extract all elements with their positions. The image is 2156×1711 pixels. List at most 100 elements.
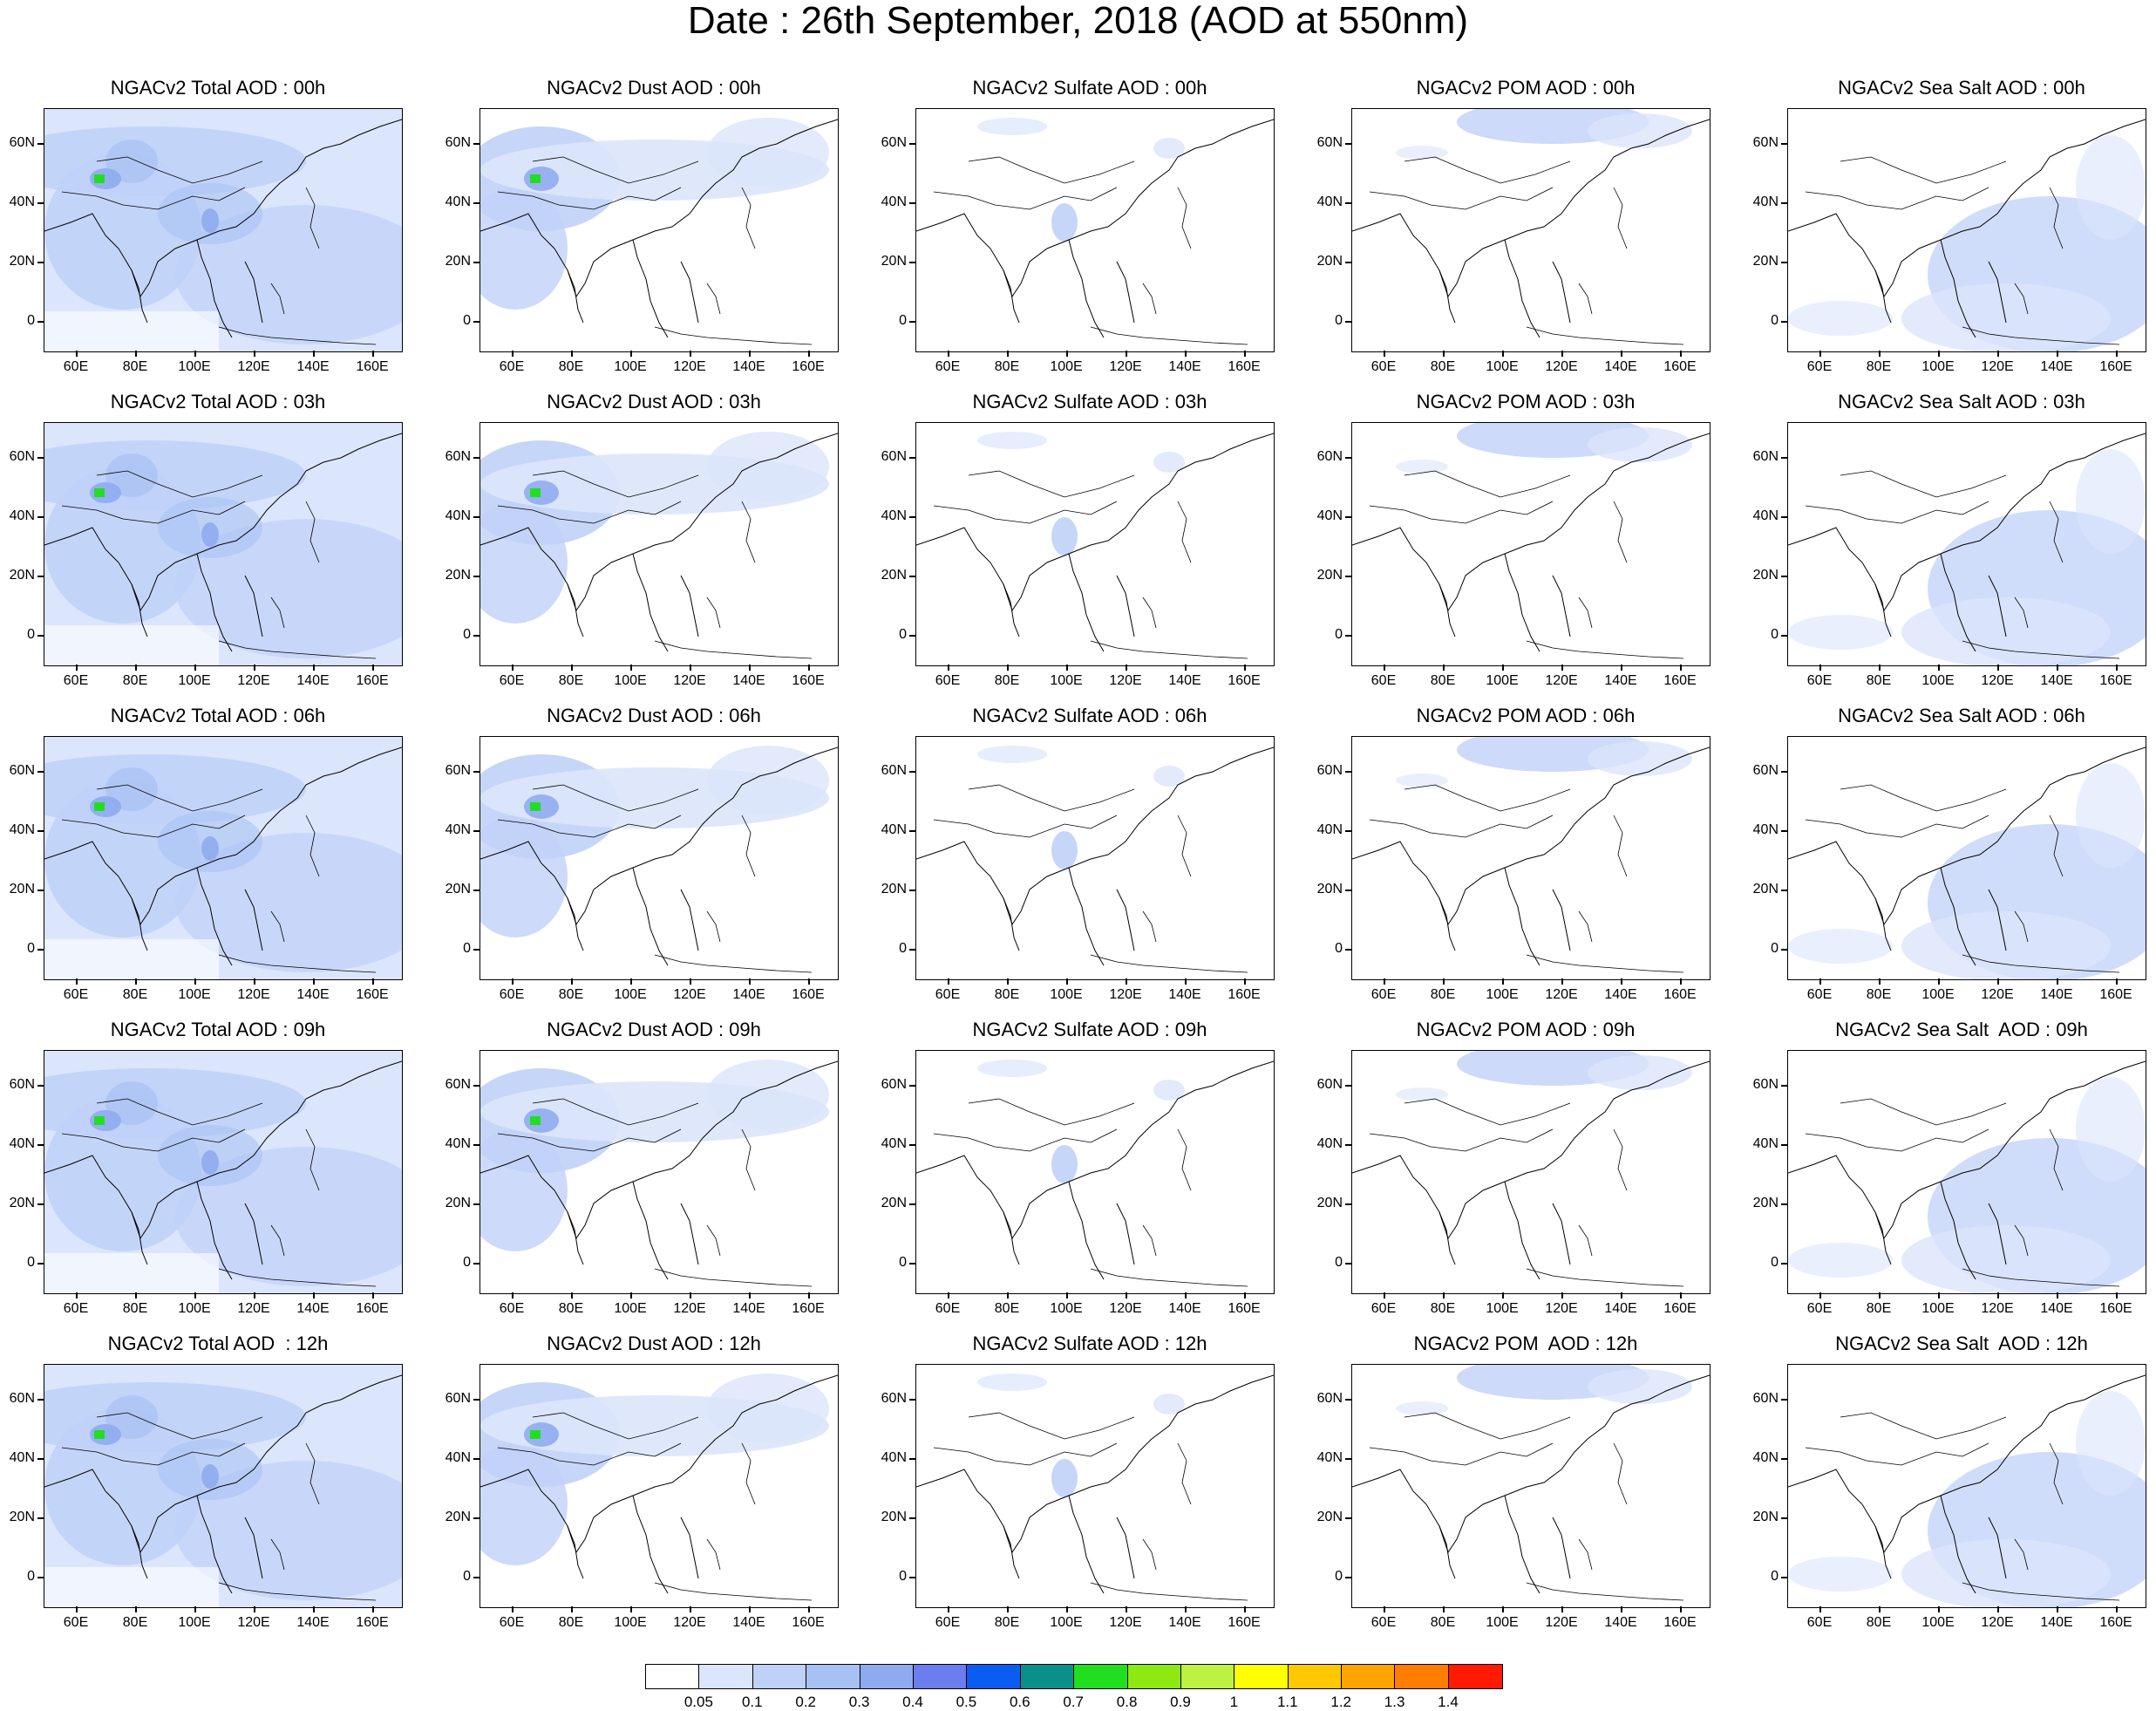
lon-tick-label: 60E [1806,1615,1833,1630]
lon-tick-label: 100E [178,987,211,1002]
map-panel: NGACv2 Sea Salt AOD : 06h 60N 40N 20N 0 60E 8… [1744,705,2156,1019]
lon-tick [2057,351,2058,357]
lat-tick-label: 60N [1316,449,1343,464]
lon-tick [1066,1292,1068,1299]
lon-tick [571,978,573,985]
lat-tick-label: 20N [1316,1196,1343,1210]
map-plot-area [1787,422,2146,666]
lat-tick-label: 60N [881,135,907,150]
lon-tick [1819,351,1821,357]
lat-tick [1781,1144,1787,1146]
map-plot-area [1351,736,1711,980]
lat-tick [1345,1085,1351,1087]
lon-tick [630,351,632,357]
lon-tick [372,978,374,985]
panel-title: NGACv2 POM AOD : 03h [1416,391,1636,412]
lon-tick [571,1606,573,1612]
lat-tick-label: 40N [881,1450,907,1465]
lon-tick [1443,1606,1445,1612]
lat-tick [473,1085,479,1087]
lon-tick [1244,665,1246,671]
panel-title: NGACv2 Sea Salt AOD : 09h [1835,1019,2088,1040]
lat-tick-label: 40N [1316,1450,1343,1465]
aod-field-map [44,109,402,351]
lat-tick [473,1263,479,1265]
lon-tick-label: 120E [237,987,270,1002]
lon-tick [808,351,810,357]
lat-tick-label: 0 [1335,1569,1343,1584]
lat-tick [473,1203,479,1205]
lat-tick [1345,202,1351,204]
lat-tick-label: 20N [1316,568,1343,583]
lat-tick [473,321,479,323]
lon-tick [749,1292,751,1299]
map-plot-area [44,108,403,352]
lon-tick [1244,978,1246,985]
lat-tick [473,949,479,951]
lat-tick-label: 20N [445,568,471,583]
lon-tick [948,1292,949,1299]
aod-field-map [480,118,838,345]
lon-tick-label: 140E [732,673,765,688]
lat-tick [37,1203,44,1205]
lon-tick [1126,1606,1127,1612]
colorbar-swatch [1395,1665,1449,1688]
lat-tick-label: 40N [1752,822,1779,837]
lon-tick-label: 100E [178,1301,211,1316]
lon-tick-label: 120E [237,673,270,688]
map-plot-area [915,1364,1275,1608]
aod-field-map [916,432,1274,659]
colorbar-tick-label: 0.05 [684,1694,713,1710]
aod-field-map [1788,119,2146,351]
panel-title: NGACv2 Sulfate AOD : 12h [972,1333,1207,1354]
lon-tick [630,1606,632,1612]
lat-tick [1345,516,1351,518]
lon-tick [571,665,573,671]
map-panel: NGACv2 POM AOD : 06h 60N 40N 20N 0 60E 80E 100… [1308,705,1744,1019]
lon-tick-label: 80E [994,1301,1020,1316]
lon-tick-label: 100E [1050,359,1083,374]
lat-tick-label: 60N [881,449,907,464]
lon-tick-label: 60E [935,1301,961,1316]
aod-field-map [44,1051,402,1293]
colorbar-tick-label: 0.7 [1063,1694,1084,1710]
lon-tick [948,978,949,985]
colorbar-tick-label: 1.1 [1276,1694,1298,1710]
lat-tick-label: 40N [881,508,907,523]
aod-field-map [44,737,402,979]
lat-tick-label: 60N [1316,1077,1343,1092]
map-panel: NGACv2 Sea Salt AOD : 00h 60N 40N 20N 0 60E 8… [1744,77,2156,391]
lon-tick-label: 80E [1866,987,1892,1002]
panel-title: NGACv2 POM AOD : 09h [1416,1019,1636,1040]
lat-tick [1345,457,1351,459]
panel-title: NGACv2 POM AOD : 06h [1416,705,1636,726]
lat-tick-label: 0 [1771,1255,1779,1270]
lat-tick [473,1144,479,1146]
lon-tick-label: 120E [1981,673,2014,688]
lon-tick-label: 140E [1168,1301,1201,1316]
lat-tick [1345,1399,1351,1401]
lon-tick [1502,665,1504,671]
map-plot-area [479,1364,839,1608]
lat-tick [1781,457,1787,459]
lon-tick-label: 80E [1430,359,1456,374]
lat-tick-label: 60N [881,763,907,778]
lat-tick-label: 0 [27,941,35,956]
lon-tick [1502,1292,1504,1299]
lat-tick-label: 20N [1752,568,1779,583]
lon-tick-label: 140E [1604,1615,1637,1630]
map-panel: NGACv2 Total AOD : 03h 60N 40N 20N 0 60E 80E 1… [0,391,436,705]
lat-tick [37,202,44,204]
map-plot-area [1787,108,2146,352]
lat-tick-label: 60N [1316,135,1343,150]
lat-tick [1345,1577,1351,1578]
lon-tick-label: 140E [1604,359,1637,374]
lon-tick-label: 140E [2040,673,2073,688]
lon-tick [2116,1606,2118,1612]
lat-tick-label: 20N [881,254,907,269]
lon-tick [2057,665,2058,671]
lat-tick [1781,262,1787,263]
panel-title: NGACv2 Sulfate AOD : 09h [972,1019,1207,1040]
lat-tick-label: 20N [1752,882,1779,896]
lat-tick [909,1144,915,1146]
